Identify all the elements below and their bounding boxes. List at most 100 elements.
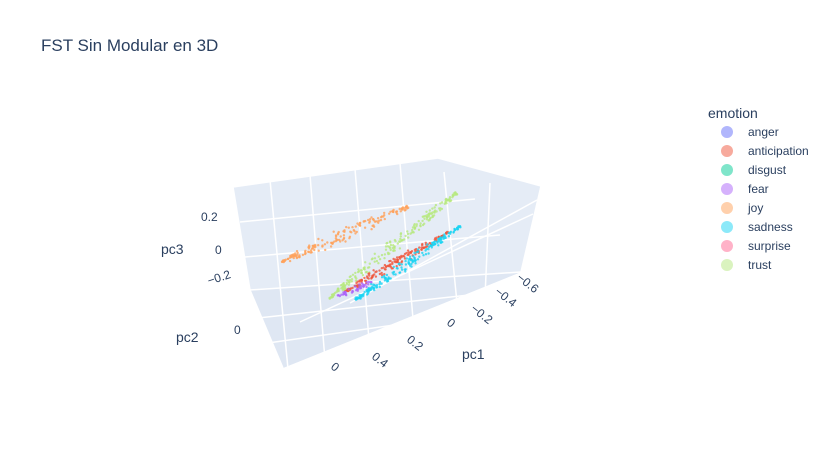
scene[interactable]: [232, 157, 542, 370]
grid-line: [244, 234, 501, 258]
point-joy: [304, 252, 307, 255]
point-joy: [342, 234, 346, 237]
point-anticipation: [360, 278, 363, 282]
point-sadness: [370, 282, 373, 286]
legend-label-sadness[interactable]: sadness: [748, 220, 793, 234]
point-anticipation: [400, 254, 403, 258]
point-sadness: [405, 257, 409, 260]
point-trust: [413, 226, 417, 229]
point-trust: [357, 268, 360, 271]
point-trust: [440, 207, 444, 211]
point-anticipation: [420, 248, 423, 251]
legend-label-joy[interactable]: joy: [747, 201, 763, 215]
point-trust: [439, 202, 442, 205]
point-trust: [364, 261, 367, 264]
point-trust: [403, 238, 406, 241]
point-anticipation: [409, 251, 412, 255]
point-trust: [419, 224, 422, 227]
point-sadness: [367, 287, 370, 290]
point-joy: [282, 259, 285, 262]
legend-marker-disgust[interactable]: [721, 164, 733, 176]
point-sadness: [407, 258, 411, 261]
legend: emotion anger anticipation disgust fear joy s…: [708, 105, 809, 272]
point-trust: [451, 194, 455, 197]
legend-marker-sadness[interactable]: [721, 221, 733, 233]
grid-line: [232, 157, 439, 188]
point-trust: [377, 262, 380, 265]
point-trust: [406, 230, 409, 233]
legend-marker-fear[interactable]: [721, 183, 733, 195]
point-sadness: [438, 239, 441, 242]
point-trust: [393, 238, 397, 242]
point-sadness: [362, 292, 365, 296]
point-anticipation: [422, 246, 426, 249]
point-sadness: [370, 288, 373, 291]
point-joy: [370, 216, 373, 219]
point-anticipation: [389, 265, 392, 268]
legend-marker-anticipation[interactable]: [721, 145, 733, 157]
point-anticipation: [445, 231, 448, 234]
grid-line: [269, 179, 289, 370]
point-sadness: [455, 227, 459, 231]
legend-label-disgust[interactable]: disgust: [748, 163, 787, 177]
point-joy: [398, 207, 401, 211]
point-anticipation: [418, 246, 421, 249]
point-trust: [343, 284, 347, 287]
grid-line: [239, 198, 476, 223]
point-fear: [338, 294, 341, 298]
point-joy: [292, 256, 295, 260]
point-trust: [333, 291, 337, 295]
legend-label-fear[interactable]: fear: [748, 182, 769, 196]
point-anticipation: [383, 268, 387, 271]
point-trust: [423, 222, 426, 225]
legend-marker-anger[interactable]: [721, 126, 733, 138]
point-joy: [368, 218, 372, 221]
point-trust: [373, 252, 376, 255]
point-trust: [377, 255, 380, 258]
point-anticipation: [373, 273, 376, 276]
point-anticipation: [363, 276, 366, 280]
z-tick-label: −0.2: [206, 267, 233, 288]
grid-line: [349, 199, 538, 304]
point-joy: [307, 247, 311, 250]
point-sadness: [400, 266, 403, 269]
point-joy: [317, 237, 320, 241]
point-trust: [398, 240, 401, 243]
point-trust: [350, 280, 353, 283]
point-sadness: [447, 235, 451, 238]
point-sadness: [449, 232, 452, 235]
legend-marker-joy[interactable]: [721, 202, 733, 214]
x-tick-label: −0.6: [514, 270, 542, 296]
point-sadness: [404, 270, 407, 273]
point-joy: [347, 226, 350, 229]
point-trust: [426, 215, 429, 219]
point-anticipation: [435, 236, 438, 239]
point-joy: [378, 219, 381, 222]
point-joy: [326, 241, 329, 244]
point-joy: [363, 226, 367, 229]
point-trust: [383, 257, 386, 260]
legend-label-surprise[interactable]: surprise: [748, 239, 791, 253]
point-joy: [407, 206, 410, 210]
x-tick-label: −0.2: [468, 301, 496, 327]
point-joy: [314, 243, 317, 247]
point-joy: [358, 223, 362, 227]
legend-label-anticipation[interactable]: anticipation: [748, 144, 809, 158]
legend-marker-surprise[interactable]: [721, 240, 733, 252]
point-joy: [348, 237, 351, 240]
point-fear: [351, 290, 355, 293]
point-joy: [368, 220, 371, 223]
legend-label-anger[interactable]: anger: [748, 125, 779, 139]
point-fear: [344, 293, 348, 296]
point-joy: [317, 244, 320, 247]
legend-marker-trust[interactable]: [721, 259, 733, 271]
point-sadness: [410, 262, 413, 266]
legend-label-trust[interactable]: trust: [748, 258, 772, 272]
point-joy: [383, 217, 386, 221]
point-joy: [377, 221, 380, 224]
point-anticipation: [394, 258, 397, 261]
point-trust: [399, 235, 402, 238]
point-anticipation: [405, 251, 408, 255]
point-sadness: [437, 244, 440, 247]
